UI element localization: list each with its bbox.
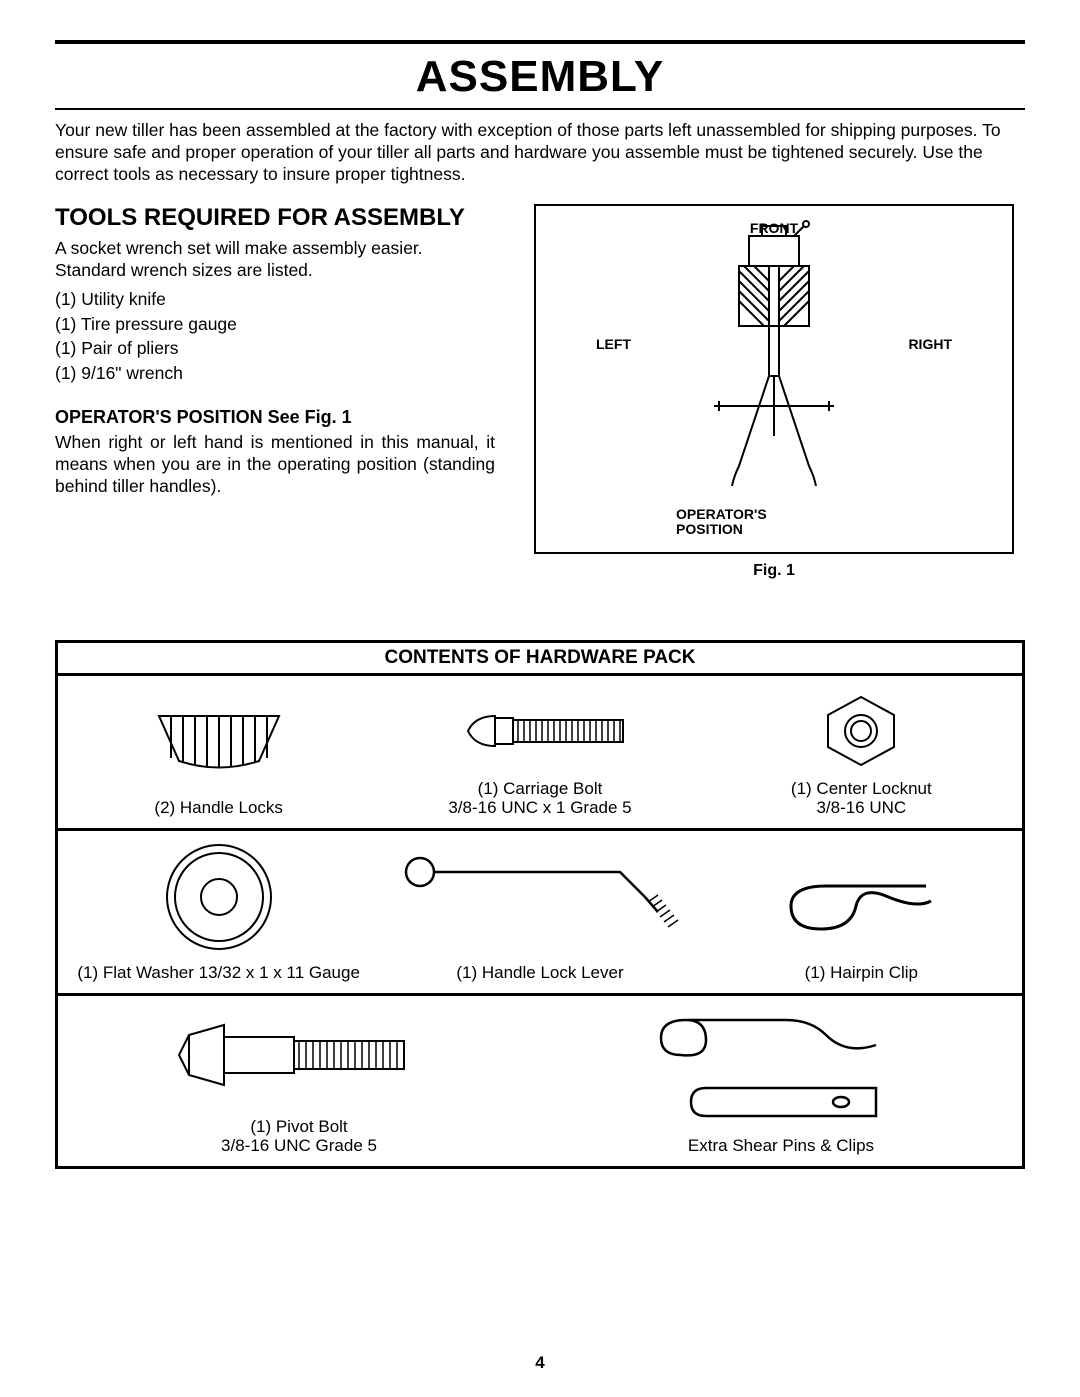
fig1-operator-l1: OPERATOR'S [676, 506, 767, 522]
hw-label-l2: 3/8-16 UNC Grade 5 [221, 1136, 377, 1155]
list-item: (1) Tire pressure gauge [55, 312, 495, 337]
hairpin-clip-icon [776, 851, 946, 951]
shear-pins-icon [651, 1010, 911, 1130]
hardware-row-2: (1) Flat Washer 13/32 x 1 x 11 Gauge [58, 831, 1022, 996]
hw-label: (1) Center Locknut [791, 779, 932, 798]
hw-label: (1) Carriage Bolt [478, 779, 603, 798]
tools-heading: TOOLS REQUIRED FOR ASSEMBLY [55, 204, 495, 232]
hw-label: Extra Shear Pins & Clips [688, 1136, 874, 1155]
handle-lock-icon [149, 706, 289, 776]
intro-paragraph: Your new tiller has been assembled at th… [55, 120, 1025, 186]
handle-lock-lever-icon [390, 837, 690, 957]
hw-label: (2) Handle Locks [154, 798, 283, 817]
fig1-label-front: FRONT [536, 220, 1012, 236]
flat-washer-icon [154, 837, 284, 957]
list-item: (1) Pair of pliers [55, 336, 495, 361]
hardware-pack-title: CONTENTS OF HARDWARE PACK [58, 643, 1022, 676]
hw-cell-flat-washer: (1) Flat Washer 13/32 x 1 x 11 Gauge [58, 831, 379, 993]
hw-label: (1) Handle Lock Lever [456, 963, 623, 982]
operator-heading: OPERATOR'S POSITION See Fig. 1 [55, 407, 495, 428]
tiller-diagram-icon [644, 206, 904, 506]
operator-body: When right or left hand is mentioned in … [55, 432, 495, 498]
hw-cell-center-locknut: (1) Center Locknut 3/8-16 UNC [701, 676, 1022, 828]
tools-intro: A socket wrench set will make assembly e… [55, 238, 495, 282]
fig1-operator-l2: POSITION [676, 521, 743, 537]
hw-label-l2: 3/8-16 UNC x 1 Grade 5 [448, 798, 631, 817]
hw-cell-handle-locks: (2) Handle Locks [58, 676, 379, 828]
figure-1-box: FRONT LEFT RIGHT OPERATOR'S POSITION [534, 204, 1014, 554]
two-column-layout: TOOLS REQUIRED FOR ASSEMBLY A socket wre… [55, 204, 1025, 580]
list-item: (1) 9/16" wrench [55, 361, 495, 386]
hw-label: (1) Hairpin Clip [805, 963, 918, 982]
fig1-label-left: LEFT [596, 336, 631, 352]
hw-label: (1) Pivot Bolt [250, 1117, 347, 1136]
figure-1-caption: Fig. 1 [753, 562, 795, 580]
carriage-bolt-icon [440, 696, 640, 766]
hw-cell-pivot-bolt: (1) Pivot Bolt 3/8-16 UNC Grade 5 [58, 996, 540, 1166]
locknut-icon [816, 691, 906, 771]
hardware-row-3: (1) Pivot Bolt 3/8-16 UNC Grade 5 Extra … [58, 996, 1022, 1166]
right-column: FRONT LEFT RIGHT OPERATOR'S POSITION [523, 204, 1025, 580]
page-title: ASSEMBLY [55, 52, 1025, 102]
hardware-pack-table: CONTENTS OF HARDWARE PACK (2) Handle Loc… [55, 640, 1025, 1169]
fig1-label-right: RIGHT [908, 336, 952, 352]
hw-cell-hairpin-clip: (1) Hairpin Clip [701, 831, 1022, 993]
top-rule [55, 40, 1025, 44]
title-underline [55, 108, 1025, 110]
left-column: TOOLS REQUIRED FOR ASSEMBLY A socket wre… [55, 204, 495, 580]
hw-cell-carriage-bolt: (1) Carriage Bolt 3/8-16 UNC x 1 Grade 5 [379, 676, 700, 828]
list-item: (1) Utility knife [55, 287, 495, 312]
hardware-row-1: (2) Handle Locks [58, 676, 1022, 831]
fig1-label-operator: OPERATOR'S POSITION [676, 507, 767, 538]
pivot-bolt-icon [169, 1015, 429, 1105]
tools-list: (1) Utility knife (1) Tire pressure gaug… [55, 287, 495, 385]
page-number: 4 [0, 1353, 1080, 1373]
hw-label-l2: 3/8-16 UNC [816, 798, 906, 817]
hw-cell-shear-pins: Extra Shear Pins & Clips [540, 996, 1022, 1166]
hw-label: (1) Flat Washer 13/32 x 1 x 11 Gauge [77, 963, 360, 982]
hw-cell-handle-lock-lever: (1) Handle Lock Lever [379, 831, 700, 993]
